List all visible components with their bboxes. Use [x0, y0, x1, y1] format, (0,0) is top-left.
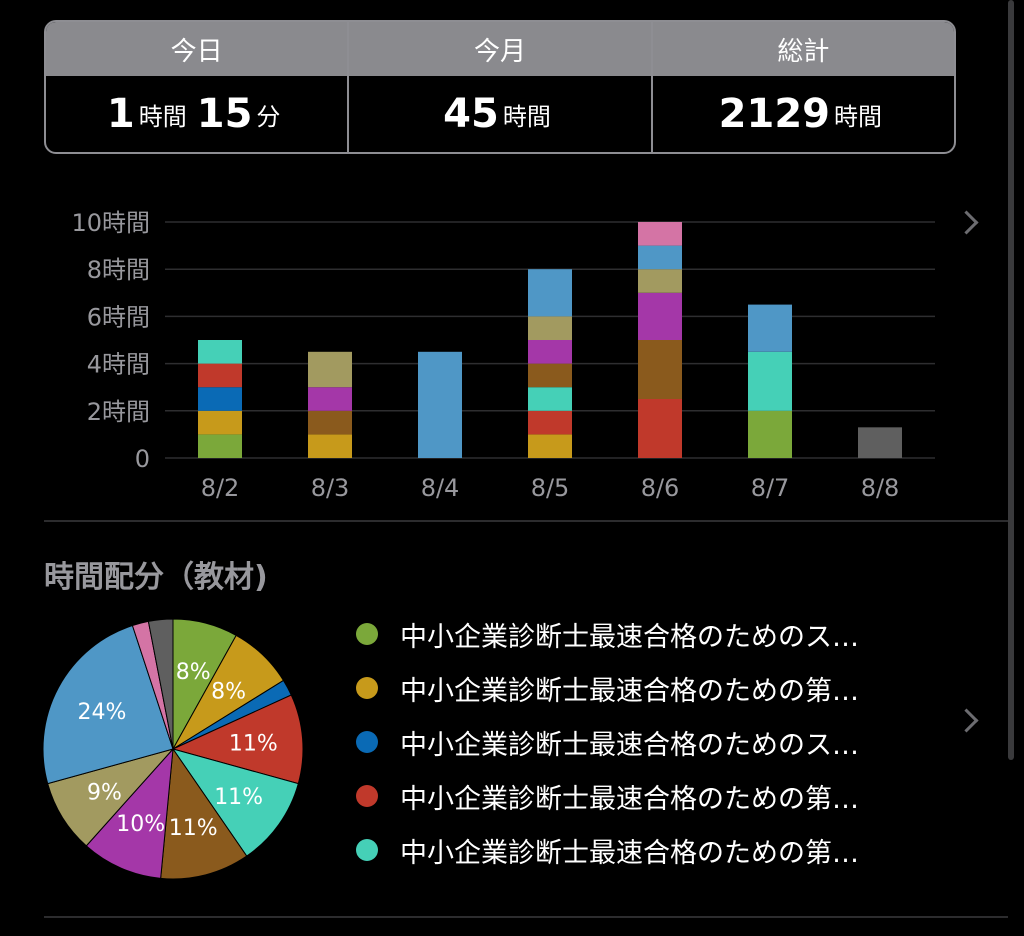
total-value: 2129 時間 [653, 76, 954, 152]
pie-legend: 中小企業診断士最速合格のためのス… 中小企業診断士最速合格のための第… 中小企業診断… [356, 607, 859, 877]
y-tick-label: 6時間 [87, 303, 150, 331]
legend-color-dot [356, 623, 378, 645]
y-tick-label: 10時間 [71, 209, 150, 237]
x-tick-label: 8/8 [861, 474, 900, 502]
bar-segment [198, 363, 242, 388]
bar-segment [198, 340, 242, 364]
pie-slice-label: 8% [176, 660, 211, 685]
bar-segment [638, 292, 682, 340]
legend-item[interactable]: 中小企業診断士最速合格のための第… [356, 769, 859, 823]
bar-segment [308, 351, 352, 388]
scrollbar[interactable] [1008, 0, 1014, 760]
x-tick-label: 8/3 [311, 474, 350, 502]
y-tick-label: 8時間 [87, 256, 150, 284]
bar-segment [638, 399, 682, 458]
bar-segment [528, 269, 572, 317]
today-hours-unit: 時間 [138, 102, 187, 131]
bar-segment [198, 410, 242, 435]
x-tick-label: 8/4 [421, 474, 460, 502]
today-minutes: 15 [196, 91, 253, 137]
month-value: 45 時間 [349, 76, 650, 152]
x-tick-label: 8/5 [531, 474, 570, 502]
bar-segment [638, 245, 682, 270]
pie-section-title: 時間配分（教材) [44, 560, 268, 595]
pie-slice-label: 24% [78, 700, 127, 725]
legend-color-dot [356, 677, 378, 699]
month-label: 今月 [349, 22, 651, 76]
pie-slice [160, 747, 248, 880]
y-tick-label: 0 [135, 445, 150, 473]
pie-slice-label: 9% [87, 780, 122, 805]
x-tick-label: 8/2 [201, 474, 240, 502]
total-cell: 総計 2129 時間 [650, 22, 954, 152]
pie-slice-label: 11% [214, 785, 263, 810]
pie-slice-label: 8% [211, 680, 246, 705]
today-hours: 1 [106, 91, 135, 137]
today-cell: 今日 1 時間 15 分 [46, 22, 348, 152]
pie-slice-label: 11% [229, 732, 278, 757]
bar-segment [528, 316, 572, 340]
bar-segment [528, 434, 572, 458]
bar-segment [748, 410, 792, 458]
bar-segment [638, 269, 682, 293]
x-tick-label: 8/7 [751, 474, 790, 502]
legend-color-dot [356, 731, 378, 753]
legend-label: 中小企業診断士最速合格のためのス… [400, 621, 859, 653]
month-cell: 今月 45 時間 [347, 22, 651, 152]
today-minutes-unit: 分 [256, 102, 281, 131]
legend-label: 中小企業診断士最速合格のためのス… [400, 729, 859, 761]
bar-segment [198, 434, 242, 458]
bar-segment [308, 434, 352, 458]
legend-color-dot [356, 839, 378, 861]
legend-item[interactable]: 中小企業診断士最速合格のためのス… [356, 715, 859, 769]
today-value: 1 時間 15 分 [46, 76, 347, 152]
pie-slice [42, 624, 174, 785]
legend-color-dot [356, 785, 378, 807]
total-hours: 2129 [718, 91, 830, 137]
section-divider [44, 520, 1008, 522]
summary-table: 今日 1 時間 15 分 今月 45 時間 総計 2129 時間 [44, 20, 956, 154]
pie-slice-label: 11% [169, 816, 218, 841]
bar-segment [308, 410, 352, 435]
daily-bar-chart[interactable]: 0 2時間 4時間 6時間 8時間 10時間 8/2 8/3 8/4 8/5 8/6 8/7 8/8 [0, 190, 1000, 510]
bar-segment [528, 387, 572, 411]
total-unit: 時間 [833, 102, 882, 131]
bar-segment [418, 351, 462, 458]
bottom-divider [44, 916, 1008, 918]
total-label: 総計 [652, 22, 954, 76]
bar-segment [858, 427, 902, 458]
bar-segment [528, 410, 572, 435]
x-tick-label: 8/6 [641, 474, 680, 502]
y-tick-label: 2時間 [87, 398, 150, 426]
bar-segment [638, 340, 682, 399]
legend-label: 中小企業診断士最速合格のための第… [400, 675, 859, 707]
today-label: 今日 [46, 22, 348, 76]
bar-segment [528, 363, 572, 388]
month-unit: 時間 [502, 102, 551, 131]
bar-segment [198, 387, 242, 411]
legend-label: 中小企業診断士最速合格のための第… [400, 837, 859, 869]
legend-item[interactable]: 中小企業診断士最速合格のための第… [356, 661, 859, 715]
bar-segment [748, 304, 792, 352]
legend-label: 中小企業診断士最速合格のための第… [400, 783, 859, 815]
pie-slice [147, 618, 174, 750]
pie-slice [171, 748, 299, 857]
pie-slice [171, 694, 304, 785]
y-tick-label: 4時間 [87, 351, 150, 379]
bar-segment [528, 340, 572, 364]
material-pie-chart[interactable]: 8%8%11%11%11%10%9%24% [30, 606, 320, 896]
bar-segment [748, 351, 792, 411]
pie-slice-label: 10% [116, 812, 165, 837]
legend-item[interactable]: 中小企業診断士最速合格のためのス… [356, 607, 859, 661]
bar-segment [308, 387, 352, 411]
pie-slice [85, 747, 174, 879]
bar-segment [638, 222, 682, 246]
chevron-right-icon[interactable] [954, 708, 979, 733]
legend-item[interactable]: 中小企業診断士最速合格のための第… [356, 823, 859, 877]
month-hours: 45 [443, 91, 499, 137]
